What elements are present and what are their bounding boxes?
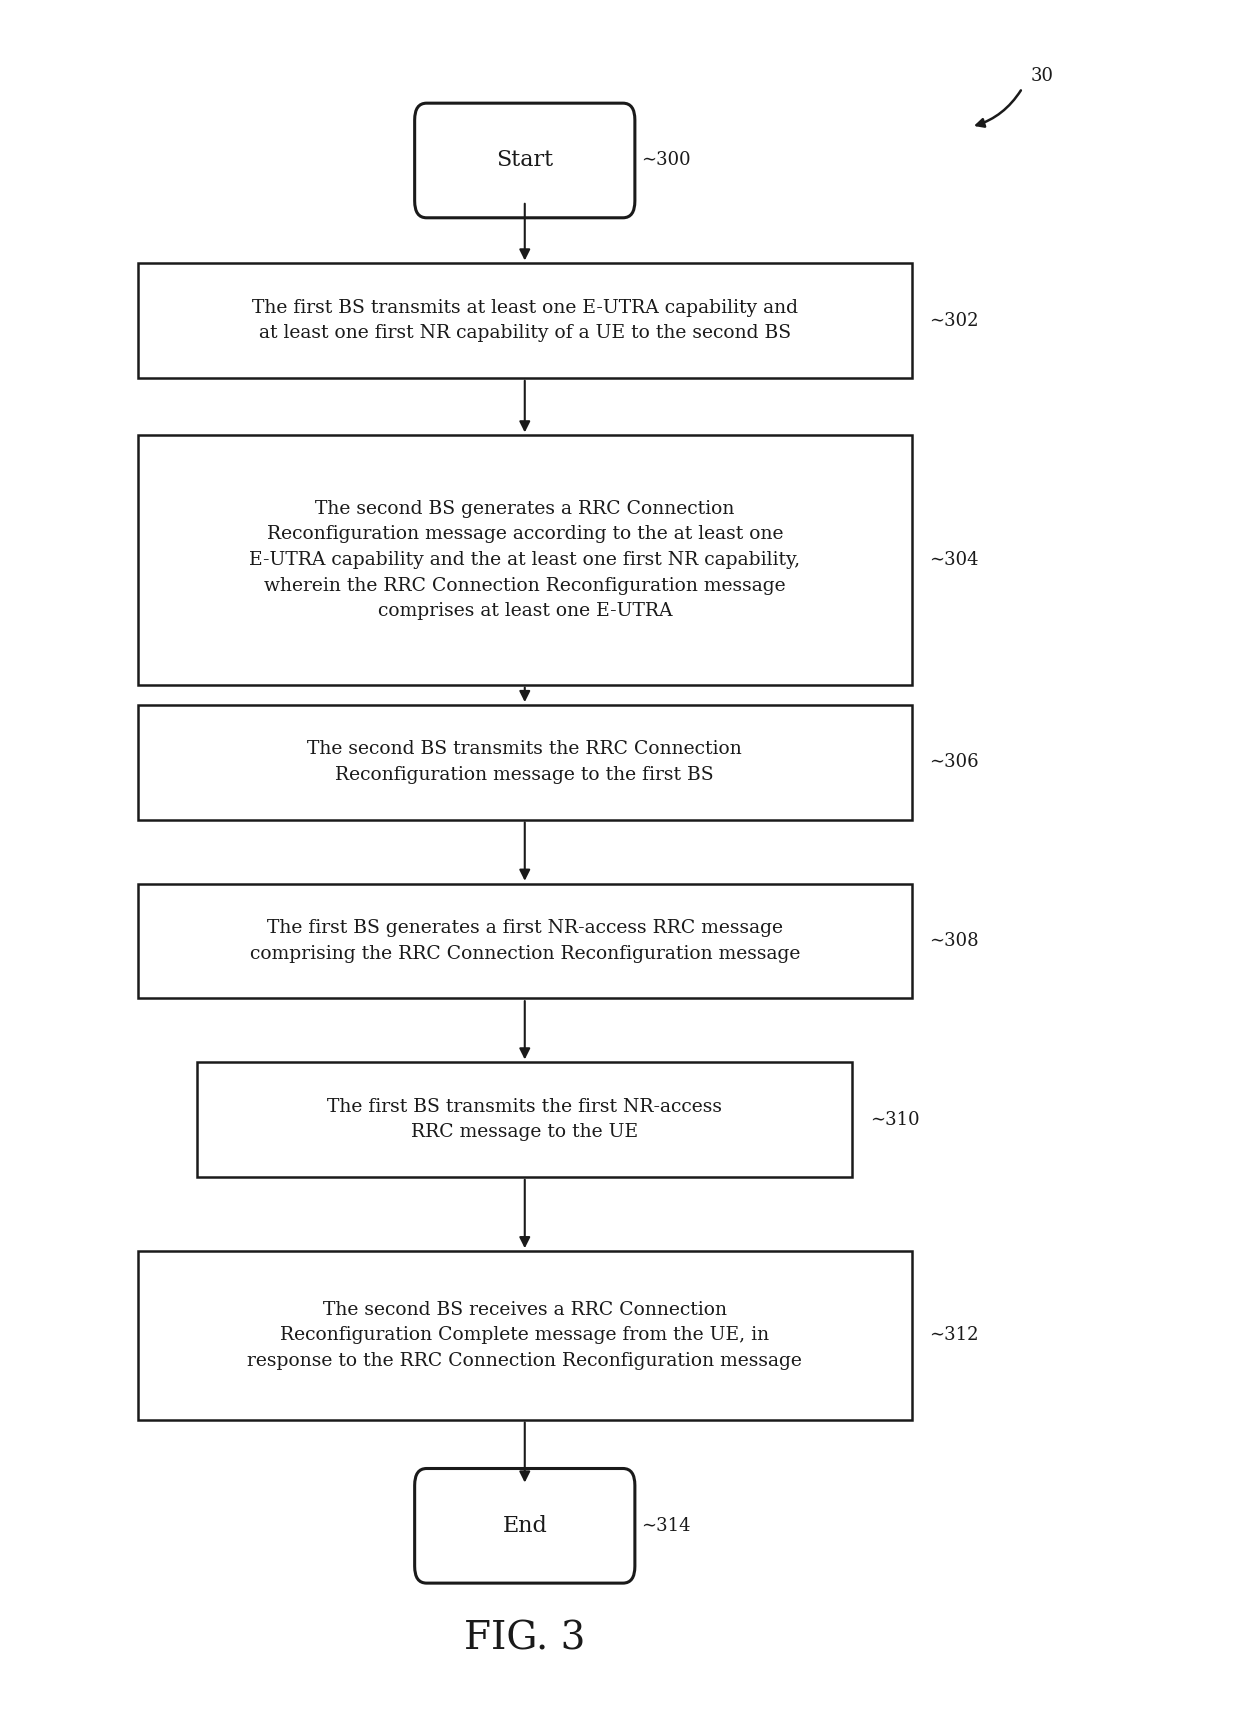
FancyBboxPatch shape (138, 263, 911, 378)
Text: The second BS receives a RRC Connection
Reconfiguration Complete message from th: The second BS receives a RRC Connection … (247, 1300, 802, 1371)
Text: The first BS transmits the first NR-access
RRC message to the UE: The first BS transmits the first NR-acce… (327, 1097, 722, 1142)
Text: The first BS generates a first NR-access RRC message
comprising the RRC Connecti: The first BS generates a first NR-access… (249, 918, 800, 963)
Text: ∼310: ∼310 (870, 1111, 920, 1128)
Text: The second BS generates a RRC Connection
Reconfiguration message according to th: The second BS generates a RRC Connection… (249, 499, 800, 621)
Text: ∼314: ∼314 (641, 1517, 691, 1534)
Text: ∼302: ∼302 (930, 311, 980, 330)
FancyBboxPatch shape (138, 705, 911, 819)
Text: Start: Start (496, 150, 553, 172)
FancyBboxPatch shape (138, 1250, 911, 1419)
FancyBboxPatch shape (414, 103, 635, 218)
Text: ∼312: ∼312 (930, 1326, 980, 1345)
Text: The second BS transmits the RRC Connection
Reconfiguration message to the first : The second BS transmits the RRC Connecti… (308, 740, 743, 784)
FancyBboxPatch shape (138, 884, 911, 998)
Text: ∼304: ∼304 (930, 550, 980, 569)
Text: 30: 30 (1030, 67, 1054, 86)
Text: End: End (502, 1515, 547, 1536)
Text: The first BS transmits at least one E-UTRA capability and
at least one first NR : The first BS transmits at least one E-UT… (252, 299, 797, 342)
FancyBboxPatch shape (197, 1063, 852, 1176)
FancyBboxPatch shape (414, 1469, 635, 1582)
Text: ∼300: ∼300 (641, 151, 691, 170)
Text: ∼306: ∼306 (930, 753, 980, 771)
Text: FIG. 3: FIG. 3 (464, 1620, 585, 1658)
Text: ∼308: ∼308 (930, 932, 980, 949)
FancyBboxPatch shape (138, 435, 911, 685)
